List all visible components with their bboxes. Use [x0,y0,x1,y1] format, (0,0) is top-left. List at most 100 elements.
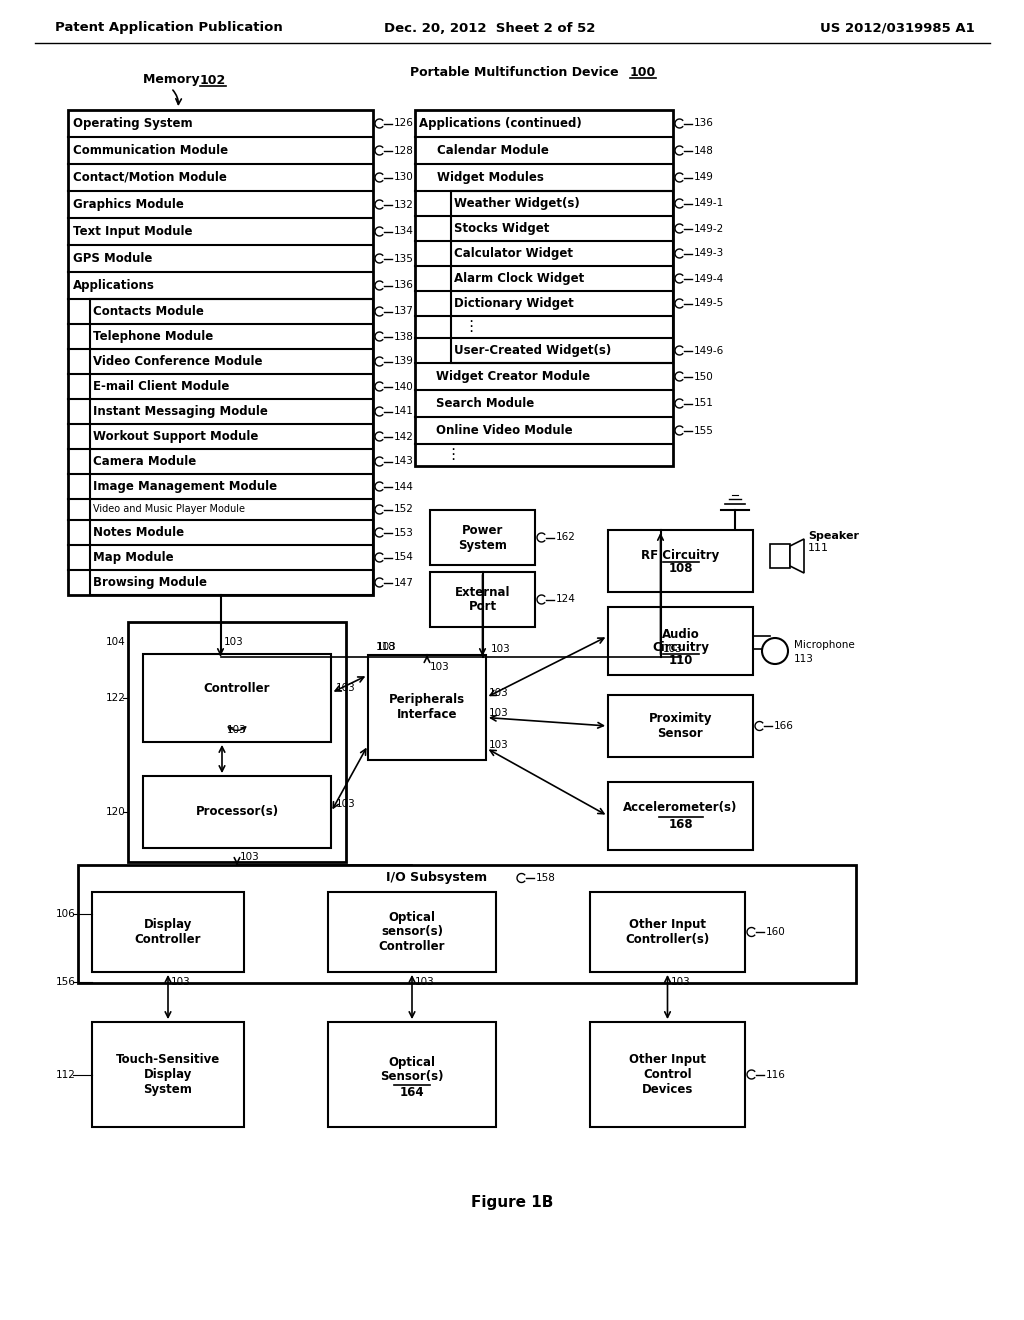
Text: 103: 103 [489,688,509,697]
Text: E-mail Client Module: E-mail Client Module [93,380,229,393]
Text: 136: 136 [394,281,414,290]
Text: 142: 142 [394,432,414,441]
Bar [78,865,856,983]
Bar [328,892,496,972]
Text: Communication Module: Communication Module [73,144,228,157]
Text: 149: 149 [694,173,714,182]
Text: 140: 140 [394,381,414,392]
Bar [415,110,673,466]
Text: 103: 103 [223,638,244,647]
Text: Contacts Module: Contacts Module [93,305,204,318]
Text: 100: 100 [630,66,656,78]
Text: Other Input
Control
Devices: Other Input Control Devices [629,1053,706,1096]
Text: 104: 104 [106,638,126,647]
Text: Memory: Memory [143,74,204,87]
Text: Alarm Clock Widget: Alarm Clock Widget [454,272,585,285]
Text: 164: 164 [399,1086,424,1100]
Text: Sensor(s): Sensor(s) [380,1071,443,1082]
Text: 136: 136 [694,119,714,128]
Bar [770,544,790,568]
Text: 103: 103 [415,977,435,987]
Text: 103: 103 [171,977,190,987]
Text: 103: 103 [227,725,247,735]
Text: 111: 111 [808,543,829,553]
Text: Optical: Optical [388,1056,435,1069]
Text: 149-6: 149-6 [694,346,724,355]
Text: Telephone Module: Telephone Module [93,330,213,343]
Bar [590,1022,745,1127]
Bar [430,510,535,565]
Text: 153: 153 [394,528,414,537]
Text: 134: 134 [394,227,414,236]
Text: 103: 103 [663,644,682,653]
Text: 143: 143 [394,457,414,466]
Text: Optical
sensor(s)
Controller: Optical sensor(s) Controller [379,911,445,953]
Bar [92,892,244,972]
Text: Speaker: Speaker [808,531,859,541]
Text: 141: 141 [394,407,414,417]
Text: Proximity
Sensor: Proximity Sensor [649,711,713,741]
Text: Weather Widget(s): Weather Widget(s) [454,197,580,210]
Text: 162: 162 [556,532,575,543]
Bar [430,572,535,627]
Text: Processor(s): Processor(s) [196,805,279,818]
Text: Instant Messaging Module: Instant Messaging Module [93,405,268,418]
Text: 122: 122 [106,693,126,704]
Text: 132: 132 [394,199,414,210]
Text: 103: 103 [240,851,260,862]
Text: 103: 103 [490,644,511,653]
Text: 126: 126 [394,119,414,128]
Text: Widget Modules: Widget Modules [437,172,544,183]
Text: 102: 102 [200,74,226,87]
Bar [451,191,673,363]
Text: GPS Module: GPS Module [73,252,153,265]
Text: Peripherals
Interface: Peripherals Interface [389,693,465,722]
Text: 130: 130 [394,173,414,182]
Text: 151: 151 [694,399,714,408]
Text: Applications (continued): Applications (continued) [419,117,582,129]
Text: 103: 103 [489,741,509,750]
Text: 103: 103 [377,642,396,652]
Text: 148: 148 [694,145,714,156]
Bar [608,531,753,591]
Text: Camera Module: Camera Module [93,455,197,469]
Text: 108: 108 [669,562,693,576]
Text: RF Circuitry: RF Circuitry [641,549,720,561]
Text: Patent Application Publication: Patent Application Publication [55,21,283,34]
Text: 103: 103 [430,663,450,672]
Text: 166: 166 [774,721,794,731]
Bar [90,300,373,595]
Text: 168: 168 [669,817,693,830]
Text: Operating System: Operating System [73,117,193,129]
Bar [128,622,346,862]
Text: 149-4: 149-4 [694,273,724,284]
Text: 144: 144 [394,482,414,491]
Text: Text Input Module: Text Input Module [73,224,193,238]
Text: Controller: Controller [204,681,270,694]
Text: 152: 152 [394,504,414,515]
Bar [68,110,373,595]
Text: Portable Multifunction Device: Portable Multifunction Device [410,66,623,78]
Text: 158: 158 [536,873,556,883]
Text: Audio: Audio [662,628,699,642]
Text: 138: 138 [394,331,414,342]
Text: 103: 103 [489,708,509,718]
Text: Dictionary Widget: Dictionary Widget [454,297,573,310]
Bar [143,776,331,847]
Bar [608,607,753,675]
Polygon shape [790,539,804,573]
Text: Contact/Motion Module: Contact/Motion Module [73,172,227,183]
Text: 103: 103 [336,682,355,693]
Bar [608,781,753,850]
Text: 139: 139 [394,356,414,367]
Bar [368,655,486,760]
Text: Search Module: Search Module [436,397,535,411]
Text: 110: 110 [669,655,692,668]
Text: User-Created Widget(s): User-Created Widget(s) [454,345,611,356]
Text: Map Module: Map Module [93,550,174,564]
Text: 150: 150 [694,371,714,381]
Text: 103: 103 [671,977,690,987]
Text: 118: 118 [376,642,396,652]
Text: 147: 147 [394,578,414,587]
Text: 106: 106 [56,909,76,919]
